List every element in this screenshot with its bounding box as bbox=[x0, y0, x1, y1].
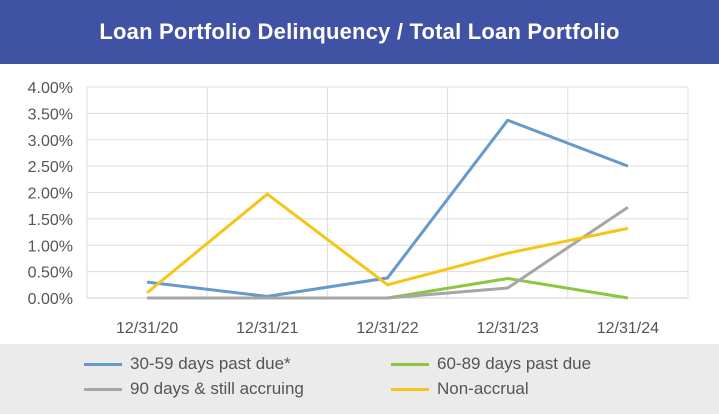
grid-lines bbox=[86, 86, 689, 299]
x-tick-label: 12/31/22 bbox=[356, 320, 418, 337]
y-tick-label: 2.00% bbox=[28, 186, 73, 203]
y-tick-label: 1.50% bbox=[28, 212, 73, 229]
series-line-1 bbox=[146, 118, 629, 298]
legend-swatch bbox=[84, 362, 122, 366]
legend-item: Non-accrual bbox=[391, 379, 529, 399]
series-lines bbox=[146, 118, 629, 300]
legend-item: 60-89 days past due bbox=[391, 354, 591, 374]
legend-label: 90 days & still accruing bbox=[130, 379, 304, 398]
legend-item: 30-59 days past due* bbox=[84, 354, 291, 374]
legend-swatch bbox=[391, 387, 429, 391]
legend-label: Non-accrual bbox=[437, 379, 529, 398]
series-line-3 bbox=[147, 206, 629, 300]
x-tick-label: 12/31/23 bbox=[477, 320, 539, 337]
y-tick-label: 0.50% bbox=[28, 265, 73, 282]
y-tick-label: 3.00% bbox=[28, 133, 73, 150]
y-tick-label: 4.00% bbox=[28, 80, 73, 97]
chart-title: Loan Portfolio Delinquency / Total Loan … bbox=[0, 0, 719, 64]
legend-swatch bbox=[84, 387, 122, 391]
legend: 30-59 days past due* 60-89 days past due… bbox=[0, 344, 719, 414]
legend-item: 90 days & still accruing bbox=[84, 379, 304, 399]
y-tick-label: 1.00% bbox=[28, 238, 73, 255]
series-line-4 bbox=[146, 192, 629, 294]
x-tick-label: 12/31/21 bbox=[236, 320, 298, 337]
line-chart: 0.00% 0.50% 1.00% 1.50% 2.00% 2.50% 3.00% 3.50%… bbox=[28, 80, 689, 337]
y-tick-label: 3.50% bbox=[28, 106, 73, 123]
x-tick-label: 12/31/20 bbox=[116, 320, 178, 337]
y-tick-label: 2.50% bbox=[28, 159, 73, 176]
x-axis-ticks: 12/31/20 12/31/21 12/31/22 12/31/23 12/31/24 bbox=[116, 320, 659, 337]
series-line-2 bbox=[147, 276, 629, 300]
legend-swatch bbox=[391, 362, 429, 366]
legend-label: 30-59 days past due* bbox=[130, 354, 291, 373]
x-tick-label: 12/31/24 bbox=[597, 320, 659, 337]
legend-label: 60-89 days past due bbox=[437, 354, 592, 373]
y-axis-ticks: 0.00% 0.50% 1.00% 1.50% 2.00% 2.50% 3.00% 3.50%… bbox=[28, 80, 73, 308]
y-tick-label: 0.00% bbox=[28, 291, 73, 308]
